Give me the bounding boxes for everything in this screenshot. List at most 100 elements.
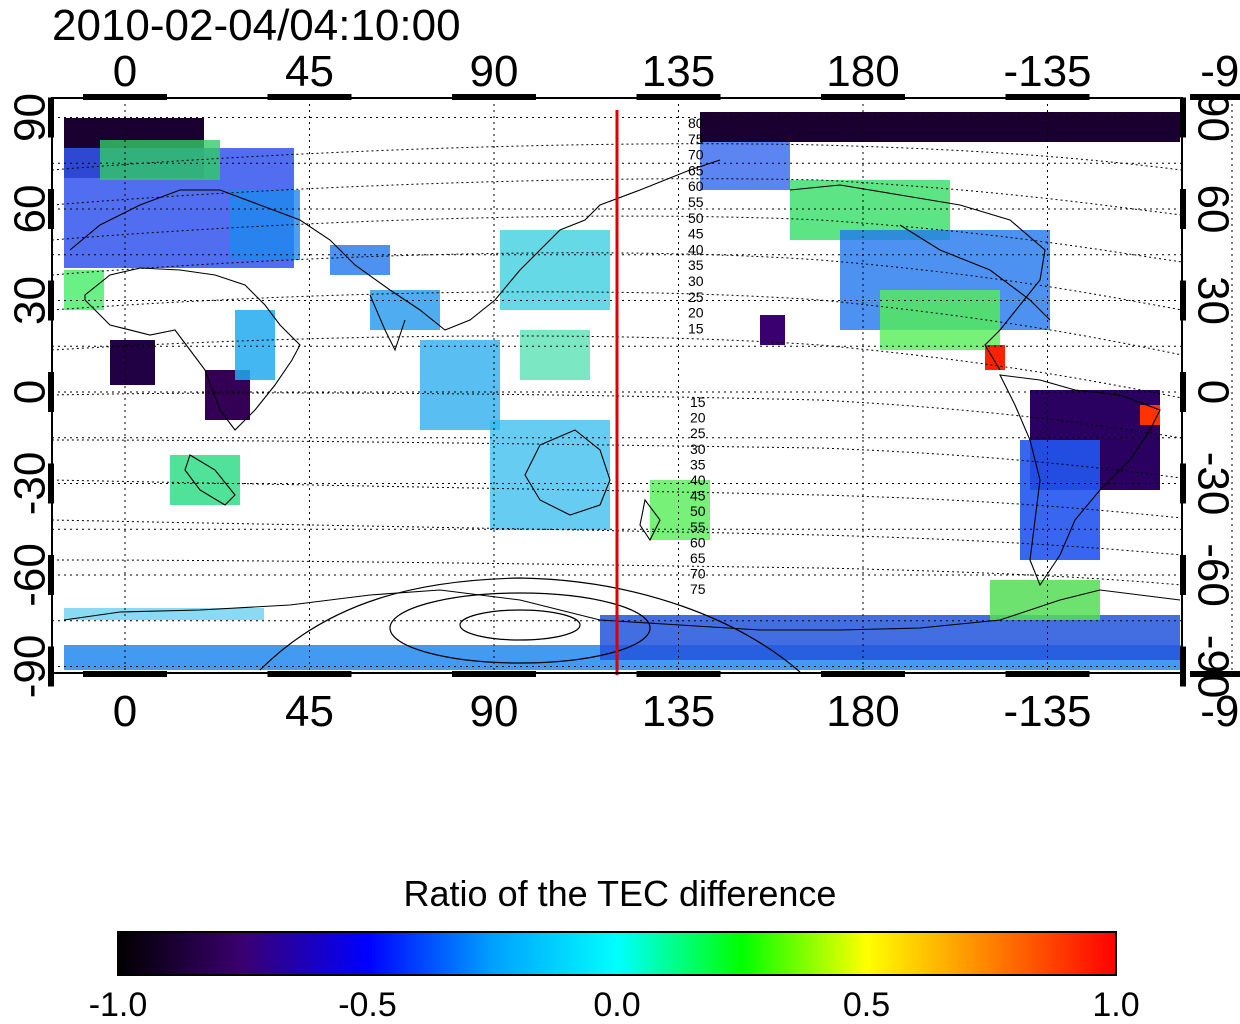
contour-label: 15 [688, 320, 704, 336]
contour-label: 55 [688, 194, 704, 210]
contour-label: 70 [690, 566, 706, 582]
contour-label: 75 [688, 131, 704, 147]
contour-lines [52, 143, 1182, 586]
frame-tick-right [1180, 463, 1186, 504]
frame-ticks [48, 94, 1240, 687]
lon-tick-label-top: 135 [642, 47, 715, 96]
contour-label: 25 [690, 425, 706, 441]
frame-tick-top [1190, 94, 1240, 100]
data-patch [1020, 440, 1100, 560]
colorbar-tick-label: 1.0 [1092, 986, 1139, 1024]
contour-label: 35 [688, 257, 704, 273]
frame-tick-right [1180, 646, 1186, 687]
data-patch [880, 290, 1000, 350]
frame-tick-right [1180, 280, 1186, 321]
lat-tick-label-left: -90 [6, 635, 55, 699]
contour-label: 40 [688, 241, 704, 257]
lat-tick-label-right: 0 [1188, 380, 1237, 404]
contour-label: 20 [688, 305, 704, 321]
frame-tick-bottom [821, 671, 905, 677]
lat-tick-label-right: -90 [1188, 635, 1237, 699]
colorbar-tick-label: 0.5 [843, 986, 890, 1024]
contour-label: 25 [688, 289, 704, 305]
colorbar-tick-label: -1.0 [89, 986, 148, 1024]
data-patch [700, 112, 1180, 142]
frame-tick-left [48, 189, 54, 229]
frame-tick-left [48, 372, 54, 412]
contour-label: 15 [690, 394, 706, 410]
lon-tick-label-bottom: -135 [1003, 687, 1091, 736]
lat-tick-label-left: -60 [6, 543, 55, 607]
data-patch [500, 230, 610, 310]
data-patch [170, 455, 240, 505]
data-patch [110, 340, 155, 385]
data-patch [760, 315, 785, 345]
frame-tick-top [636, 94, 721, 100]
colorbar-tick-label: -0.5 [338, 986, 397, 1024]
contour-label: 65 [688, 162, 704, 178]
frame-tick-top [1005, 94, 1090, 100]
lat-tick-label-left: 90 [6, 93, 55, 142]
contour-label: 50 [688, 210, 704, 226]
data-patch [64, 270, 104, 310]
frame-tick-bottom [267, 671, 352, 677]
contour-label: 20 [690, 410, 706, 426]
frame-tick-bottom [452, 671, 536, 677]
contour-label: 70 [688, 147, 704, 163]
left-lat-ticks: 90 60 30 0 -30 -60 -90 [6, 93, 55, 698]
lon-tick-label-top: 180 [826, 47, 899, 96]
data-patch [990, 580, 1100, 620]
lon-tick-label-top: -135 [1003, 47, 1091, 96]
frame-tick-top [83, 94, 167, 100]
data-patch [235, 310, 275, 380]
data-patch [650, 480, 710, 540]
data-patch [700, 140, 790, 190]
frame-tick-right [1180, 189, 1186, 229]
frame-tick-bottom [83, 671, 167, 677]
lon-tick-label-top: 90 [470, 47, 519, 96]
contour-label: 35 [690, 456, 706, 472]
frame-tick-top [267, 94, 352, 100]
colorbar-tick-group: -1.0 -0.5 0.0 0.5 1.0 [89, 986, 1140, 1024]
frame-tick-bottom [636, 671, 721, 677]
colorbar [117, 931, 1117, 976]
frame-tick-bottom [1190, 671, 1240, 677]
contour-label-group: 8075706560555045403530252015152025303540… [688, 115, 706, 597]
data-patch [64, 608, 264, 620]
lat-tick-label-right: -30 [1188, 452, 1237, 516]
right-lat-ticks: 90 60 30 0 -30 -60 -90 [1188, 93, 1237, 698]
lon-tick-label-bottom: 45 [285, 687, 334, 736]
lon-tick-label-bottom: -90 [1200, 687, 1240, 736]
contour-label: 30 [690, 441, 706, 457]
contour-label: 45 [690, 488, 706, 504]
frame-tick-left [48, 280, 54, 321]
lat-tick-label-right: 90 [1188, 93, 1237, 142]
coastlines [63, 159, 1181, 631]
polar-contours [259, 577, 801, 673]
frame-tick-bottom [1005, 671, 1090, 677]
contour-label: 30 [688, 273, 704, 289]
data-patch [520, 330, 590, 380]
lat-tick-label-left: -30 [6, 452, 55, 516]
contour-label: 45 [688, 226, 704, 242]
frame-tick-right [1180, 372, 1186, 412]
contour-label: 65 [690, 550, 706, 566]
lon-tick-label-bottom: 180 [826, 687, 899, 736]
lon-tick-label-bottom: 90 [470, 687, 519, 736]
lon-tick-label-bottom: 135 [642, 687, 715, 736]
lon-tick-label-top: -90 [1200, 47, 1240, 96]
lat-tick-label-left: 30 [6, 276, 55, 325]
data-patch [370, 290, 440, 330]
lon-tick-label-top: 45 [285, 47, 334, 96]
lon-tick-label-bottom: 0 [113, 687, 137, 736]
lat-tick-label-left: 60 [6, 185, 55, 234]
data-patch [490, 420, 610, 530]
colorbar-tick-label: 0.0 [593, 986, 640, 1024]
data-patch [100, 140, 220, 180]
contour-label: 75 [690, 581, 706, 597]
frame-tick-right [1180, 555, 1186, 595]
frame-tick-left [48, 646, 54, 687]
frame-tick-left [48, 555, 54, 595]
